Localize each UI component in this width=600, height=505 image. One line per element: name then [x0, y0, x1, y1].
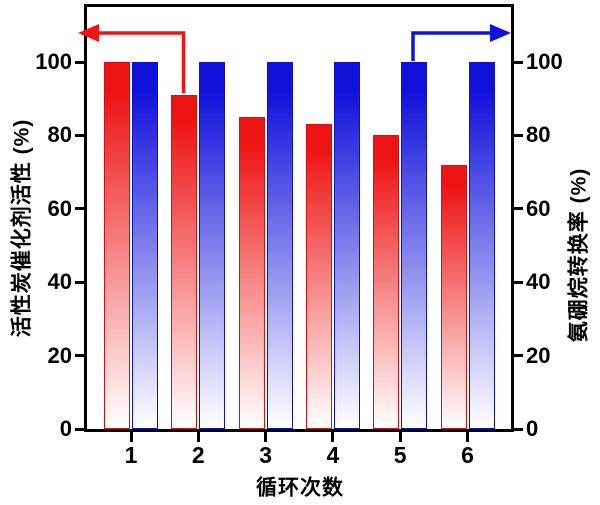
y-tick-label-left-0: 0	[59, 416, 72, 441]
blue-bar-cycle-2	[199, 62, 226, 429]
x-tick-label-2: 2	[191, 442, 205, 468]
x-tick-label-4: 4	[326, 442, 340, 468]
y-tick-left-0	[75, 427, 84, 431]
y-tick-label-left-60: 60	[47, 195, 72, 221]
y-tick-left-20	[75, 354, 84, 358]
blue-bar-cycle-4	[333, 62, 360, 429]
blue-bar-cycle-6	[468, 62, 495, 429]
y-tick-label-left-100: 100	[35, 49, 72, 75]
y-tick-label-right-0: 0	[526, 416, 539, 441]
x-tick-1	[129, 432, 133, 442]
y-tick-label-right-100: 100	[526, 49, 563, 75]
red-bar-cycle-4	[305, 124, 332, 429]
y-tick-label-left-80: 80	[47, 122, 72, 148]
red-bar-cycle-2	[171, 95, 198, 429]
y-tick-label-right-80: 80	[526, 122, 551, 148]
plot-area: 0 0 20 20 40 40 60 60 80 80 100 100 1 2 3 4 5 6	[35, 4, 563, 467]
y-tick-right-100	[514, 60, 523, 64]
y-tick-label-right-60: 60	[526, 195, 551, 221]
x-tick-5	[398, 432, 402, 442]
y-tick-right-80	[514, 133, 523, 137]
y-tick-label-right-40: 40	[526, 269, 551, 295]
x-tick-2	[196, 432, 200, 442]
blue-bar-cycle-5	[401, 62, 428, 429]
red-bar-cycle-6	[440, 164, 467, 429]
y-tick-right-40	[514, 280, 523, 284]
y-axis-right-title: 氨硼烷转换率 (%)	[567, 167, 591, 343]
x-tick-label-1: 1	[124, 442, 138, 468]
x-tick-3	[264, 432, 268, 442]
red-bar-cycle-1	[104, 62, 130, 429]
y-axis-left-title: 活性炭催化剂活性 (%)	[10, 118, 34, 338]
x-tick-label-3: 3	[259, 442, 272, 468]
y-tick-right-0	[514, 427, 523, 431]
red-bar-cycle-5	[373, 135, 400, 429]
x-tick-label-6: 6	[461, 442, 474, 468]
x-tick-6	[466, 432, 469, 442]
y-tick-label-right-20: 20	[526, 342, 551, 368]
y-tick-left-40	[75, 280, 84, 284]
y-tick-left-60	[75, 207, 84, 211]
x-tick-4	[331, 432, 335, 442]
x-tick-label-5: 5	[393, 442, 407, 468]
y-tick-label-left-20: 20	[47, 342, 72, 368]
y-tick-right-60	[514, 207, 523, 211]
blue-bar-cycle-3	[266, 62, 293, 429]
y-tick-left-100	[75, 60, 84, 64]
y-tick-left-80	[75, 133, 84, 137]
blue-bar-cycle-1	[132, 62, 158, 429]
y-tick-right-20	[514, 354, 523, 358]
x-axis-title: 循环次数	[256, 476, 344, 500]
red-bar-cycle-3	[238, 117, 265, 429]
y-tick-label-left-40: 40	[47, 269, 72, 295]
